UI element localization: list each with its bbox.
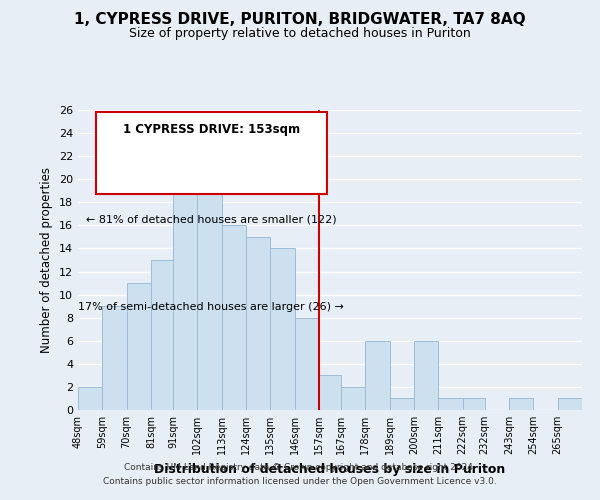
Bar: [246, 237, 271, 410]
Bar: [463, 398, 485, 410]
Bar: [221, 226, 246, 410]
Bar: [365, 341, 389, 410]
Text: 17% of semi-detached houses are larger (26) →: 17% of semi-detached houses are larger (…: [78, 302, 344, 312]
Bar: [271, 248, 295, 410]
Bar: [319, 376, 341, 410]
Text: 1, CYPRESS DRIVE, PURITON, BRIDGWATER, TA7 8AQ: 1, CYPRESS DRIVE, PURITON, BRIDGWATER, T…: [74, 12, 526, 28]
Bar: [173, 179, 197, 410]
Bar: [439, 398, 463, 410]
Text: Contains HM Land Registry data © Crown copyright and database right 2024.: Contains HM Land Registry data © Crown c…: [124, 464, 476, 472]
Bar: [389, 398, 414, 410]
Bar: [197, 168, 221, 410]
Bar: [295, 318, 319, 410]
Text: ← 81% of detached houses are smaller (122): ← 81% of detached houses are smaller (12…: [86, 214, 337, 224]
Y-axis label: Number of detached properties: Number of detached properties: [40, 167, 53, 353]
Bar: [557, 398, 582, 410]
Bar: [103, 306, 127, 410]
Bar: [509, 398, 533, 410]
Bar: [151, 260, 173, 410]
Bar: [414, 341, 439, 410]
Text: 1 CYPRESS DRIVE: 153sqm: 1 CYPRESS DRIVE: 153sqm: [122, 124, 299, 136]
Bar: [78, 387, 103, 410]
Text: Size of property relative to detached houses in Puriton: Size of property relative to detached ho…: [129, 28, 471, 40]
Text: Contains public sector information licensed under the Open Government Licence v3: Contains public sector information licen…: [103, 477, 497, 486]
FancyBboxPatch shape: [95, 112, 326, 194]
Bar: [341, 387, 365, 410]
X-axis label: Distribution of detached houses by size in Puriton: Distribution of detached houses by size …: [154, 462, 506, 475]
Bar: [127, 283, 151, 410]
